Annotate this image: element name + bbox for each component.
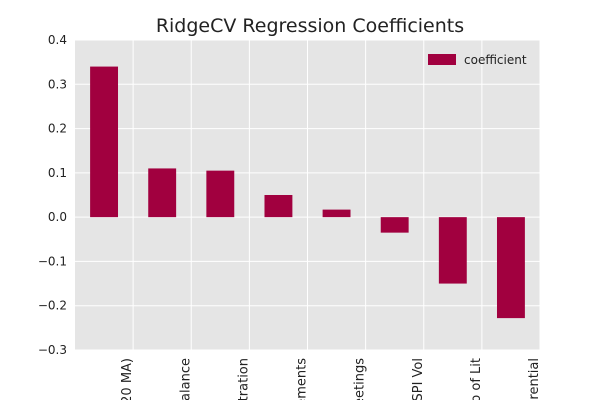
y-tick-label: 0.2 bbox=[48, 122, 67, 136]
y-tick-label: 0.3 bbox=[48, 77, 67, 91]
bar bbox=[206, 170, 235, 218]
x-tick-label: eetings bbox=[353, 358, 368, 400]
x-tick-label: rential bbox=[527, 358, 542, 400]
bar bbox=[438, 217, 467, 284]
legend-label: coefficient bbox=[464, 53, 527, 67]
x-tick-label: SPI Vol bbox=[411, 358, 426, 400]
x-tick-label: 20 MA) bbox=[120, 358, 135, 400]
y-tick-label: −0.1 bbox=[38, 254, 67, 268]
bar bbox=[322, 209, 351, 218]
y-tick-label: −0.2 bbox=[38, 299, 67, 313]
x-tick-label: ements bbox=[295, 358, 310, 400]
grid-lines bbox=[75, 39, 541, 351]
legend-swatch bbox=[428, 54, 456, 65]
chart-title: RidgeCV Regression Coefficients bbox=[156, 15, 464, 37]
y-tick-label: 0.0 bbox=[48, 210, 67, 224]
bar bbox=[496, 217, 525, 319]
y-axis-ticks: 0.4 0.3 0.2 0.1 0.0 −0.1 −0.2 −0.3 bbox=[38, 33, 67, 357]
bar-group bbox=[90, 66, 525, 319]
y-tick-label: 0.1 bbox=[48, 166, 67, 180]
bar bbox=[264, 195, 293, 218]
bar bbox=[148, 168, 177, 218]
bar bbox=[380, 217, 409, 233]
x-tick-label: o of Lit bbox=[469, 358, 484, 400]
x-tick-label: tration bbox=[236, 358, 251, 400]
y-tick-label: 0.4 bbox=[48, 33, 67, 47]
x-axis-ticks: 20 MA) alance tration ements eetings SPI Vol o… bbox=[120, 358, 542, 404]
y-tick-label: −0.3 bbox=[38, 343, 67, 357]
bar bbox=[90, 66, 119, 218]
legend: coefficient bbox=[428, 53, 527, 67]
x-tick-label: alance bbox=[178, 358, 193, 400]
